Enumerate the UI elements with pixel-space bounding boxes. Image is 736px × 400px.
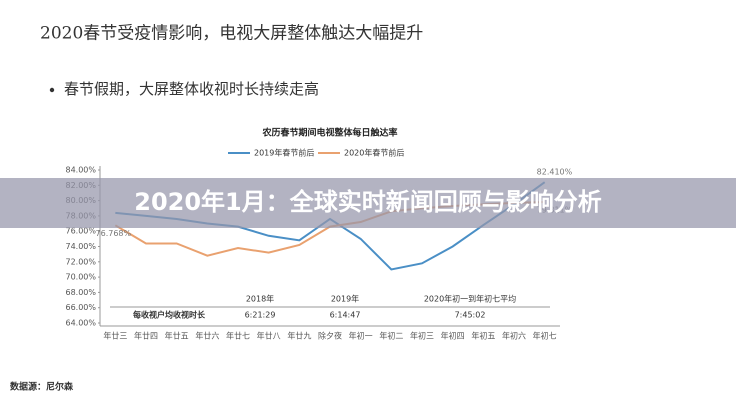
x-tick-label: 年廿三	[103, 331, 127, 341]
slide-title: 2020春节受疫情影响，电视大屏整体触达大幅提升	[40, 24, 423, 44]
y-tick-label: 68.00%	[65, 288, 96, 297]
x-tick-label: 年廿六	[195, 331, 219, 341]
x-tick-label: 年初四	[441, 331, 465, 341]
banner-text: 2020年1月：全球实时新闻回顾与影响分析	[134, 188, 602, 216]
chart-title: 农历春节期间电视整体每日触达率	[261, 127, 397, 139]
x-tick-label: 年初五	[471, 331, 495, 341]
y-tick-label: 72.00%	[65, 257, 96, 266]
table-cell: 6:21:29	[245, 311, 276, 320]
bullet-dot	[49, 87, 55, 93]
y-tick-label: 76.00%	[65, 227, 96, 236]
x-tick-label: 年初一	[349, 331, 373, 341]
x-tick-label: 年廿七	[226, 331, 250, 341]
x-tick-label: 年初三	[410, 331, 434, 341]
source-note: 数据源：尼尔森	[10, 381, 74, 393]
x-tick-label: 除夕夜	[318, 331, 342, 341]
y-tick-label: 64.00%	[65, 319, 96, 328]
plot: 64.00% 66.00% 68.00% 70.00% 72.00% 74.00% 76.0…	[65, 148, 572, 341]
legend-label: 2019年春节前后	[254, 148, 314, 158]
legend-label: 2020年春节前后	[344, 148, 404, 158]
banner-bg	[0, 178, 736, 228]
y-tick-label: 70.00%	[65, 273, 96, 282]
table-row-label: 每收视户均收视时长	[133, 310, 206, 320]
value-label: 82.410%	[537, 168, 573, 177]
table-header: 2019年	[331, 294, 359, 304]
table-header: 2018年	[246, 294, 274, 304]
x-tick-label: 年初六	[502, 331, 526, 341]
y-tick-label: 84.00%	[65, 166, 96, 175]
x-tick-label: 年廿五	[165, 331, 189, 341]
x-tick-label: 年廿九	[287, 331, 311, 341]
y-tick-label: 66.00%	[65, 303, 96, 312]
table-cell: 6:14:47	[330, 311, 361, 320]
x-tick-label: 年廿八	[257, 331, 281, 341]
value-label: 76.768%	[96, 229, 132, 238]
table-header: 2020年初一到年初七平均	[424, 294, 516, 304]
y-tick-label: 74.00%	[65, 242, 96, 251]
table-cell: 7:45:02	[455, 311, 486, 320]
x-tick-label: 年初七	[533, 331, 557, 341]
x-tick-label: 年初二	[379, 331, 403, 341]
x-tick-label: 年廿四	[134, 331, 158, 341]
bullet-text: 春节假期，大屏整体收视时长持续走高	[64, 80, 319, 98]
